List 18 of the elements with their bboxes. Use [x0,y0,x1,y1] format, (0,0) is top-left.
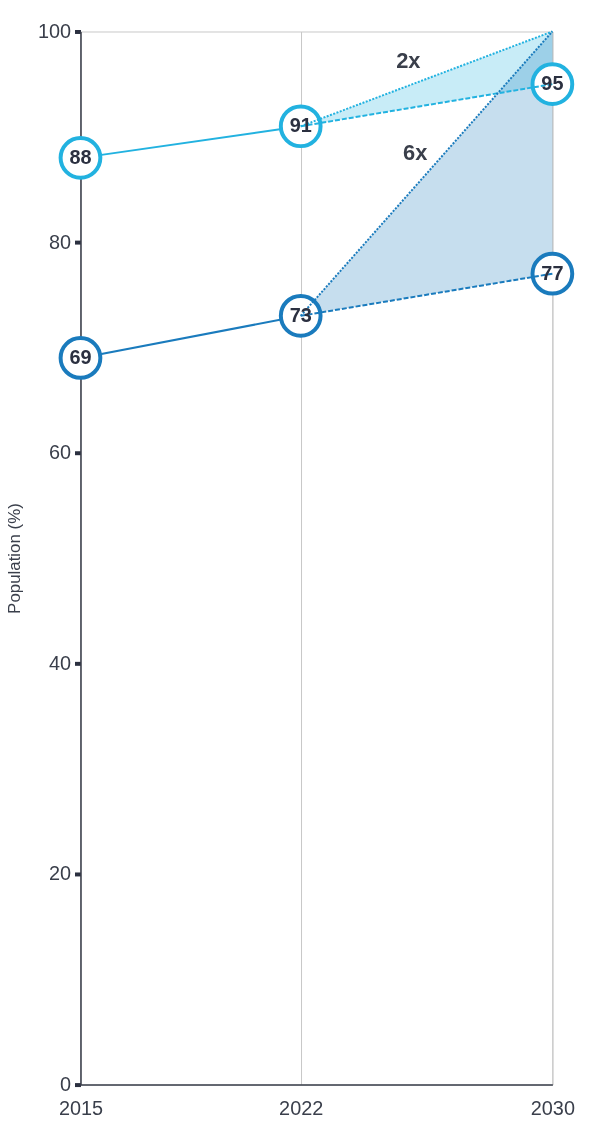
x-tick-label: 2030 [530,1096,575,1119]
data-label: 95 [541,72,564,95]
x-tick-label: 2022 [279,1096,324,1119]
annotation: 2x [396,48,421,74]
y-tick-label: 80 [48,230,72,253]
y-tick-label: 60 [48,441,72,464]
y-axis-title: Population (%) [5,503,24,614]
y-tick-label: 0 [59,1073,72,1096]
data-label: 69 [69,345,92,368]
data-label: 88 [69,145,92,168]
y-tick-label: 40 [48,651,72,674]
data-label: 73 [289,303,312,326]
y-tick-label: 20 [48,862,72,885]
x-tick-label: 2015 [58,1096,104,1119]
annotation: 6x [403,139,428,165]
data-label: 91 [289,114,312,137]
data-label: 77 [541,261,564,284]
y-tick-label: 100 [37,19,72,42]
